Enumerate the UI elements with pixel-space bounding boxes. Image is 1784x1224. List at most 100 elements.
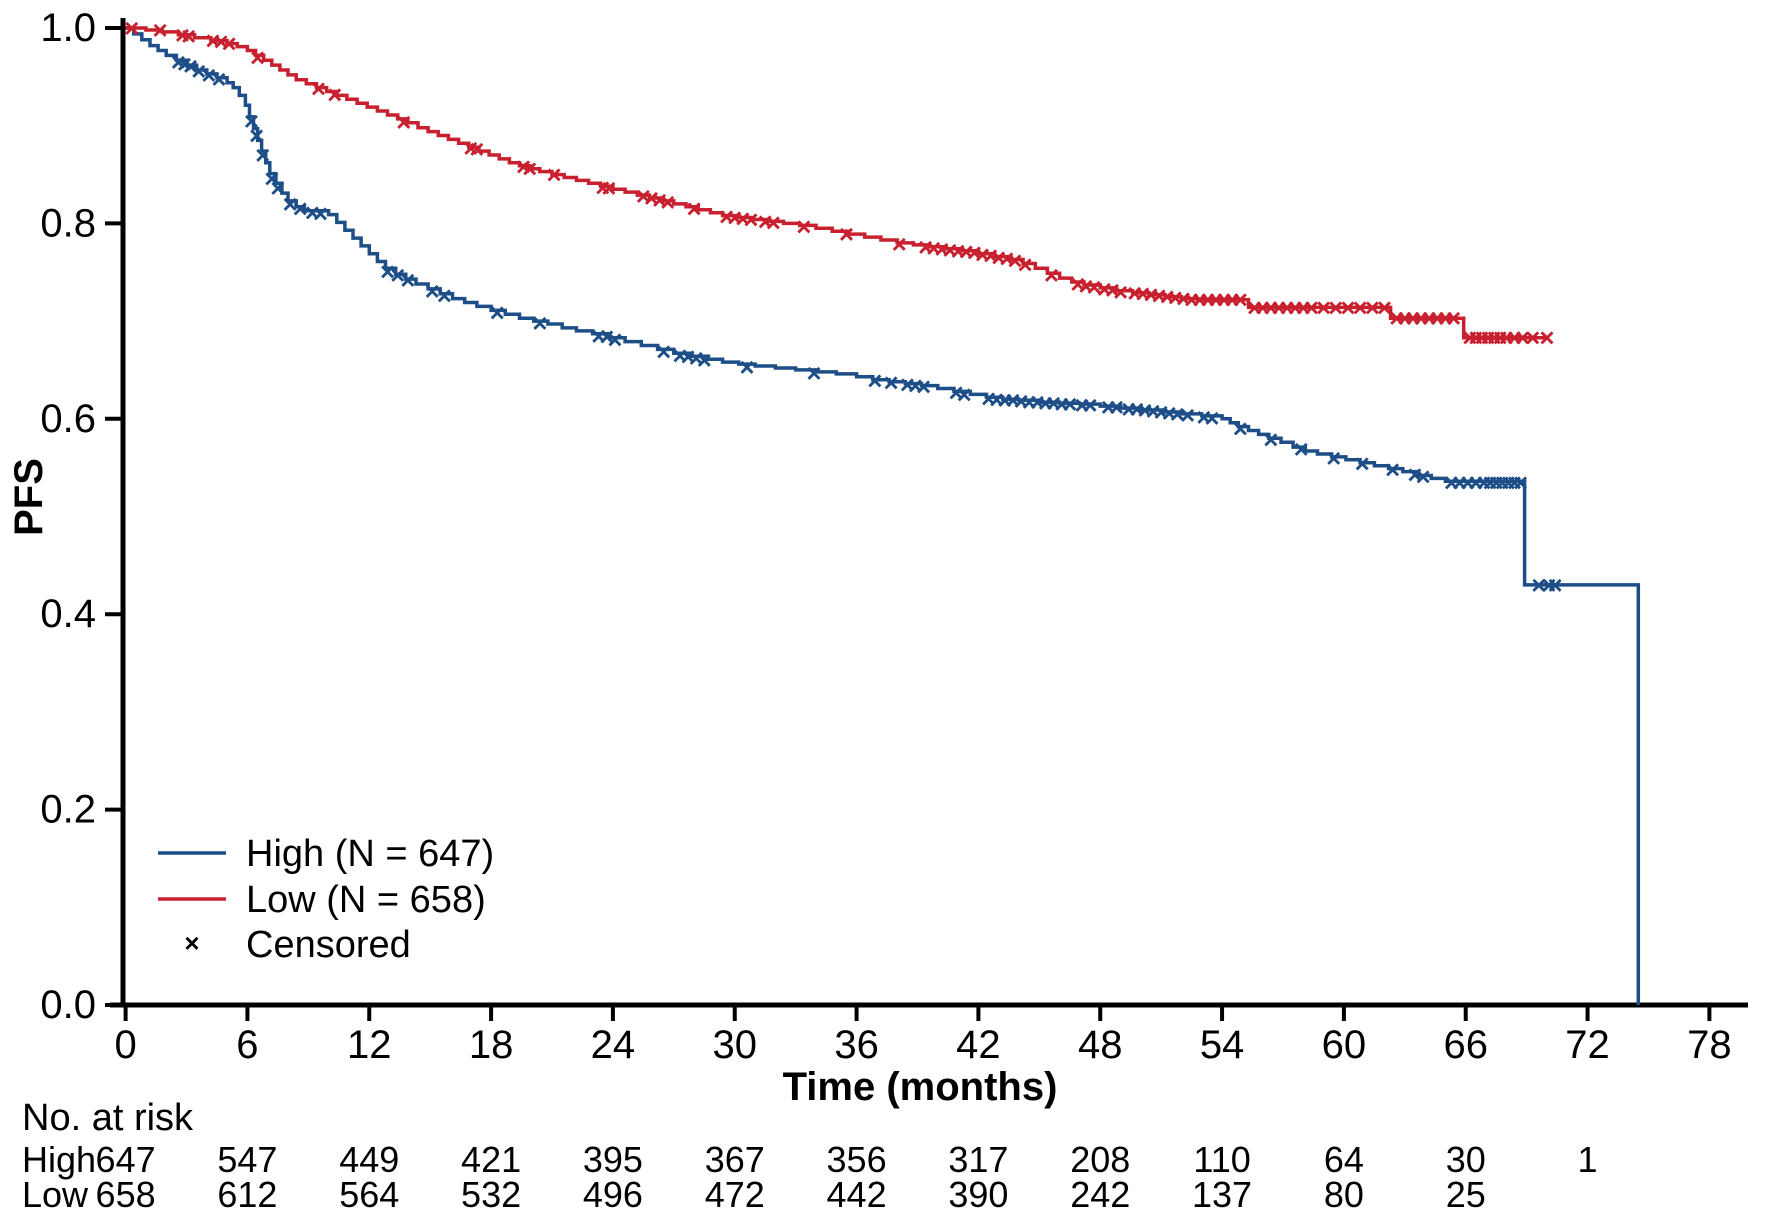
censor-mark-icon: × bbox=[1176, 284, 1191, 314]
legend-high-label: High (N = 647) bbox=[246, 833, 494, 875]
censor-mark-icon: × bbox=[1082, 390, 1097, 420]
censor-mark-icon: × bbox=[959, 237, 974, 267]
censor-mark-icon: × bbox=[1515, 323, 1530, 353]
censor-mark-icon: × bbox=[1547, 570, 1562, 600]
risk-count: 242 bbox=[1070, 1174, 1130, 1215]
censor-mark-icon: × bbox=[490, 297, 505, 327]
censor-mark-icon: × bbox=[1247, 292, 1262, 322]
censor-mark-icon: × bbox=[591, 321, 606, 351]
censor-mark-icon: × bbox=[1121, 394, 1136, 424]
censor-mark-icon: × bbox=[425, 276, 440, 306]
censor-mark-icon: × bbox=[1296, 292, 1311, 322]
censor-mark-icon: × bbox=[1200, 285, 1215, 315]
censor-mark-icon: × bbox=[967, 238, 982, 268]
censor-mark-icon: × bbox=[1271, 292, 1286, 322]
censor-mark-icon: × bbox=[1196, 402, 1211, 432]
censor-mark-icon: × bbox=[806, 358, 821, 388]
censor-mark-icon: × bbox=[1263, 292, 1278, 322]
censor-mark-icon: × bbox=[1501, 467, 1516, 497]
censor-mark-icon: × bbox=[1483, 467, 1498, 497]
censor-mark-icon: × bbox=[311, 74, 326, 104]
censor-mark-icon: × bbox=[1113, 277, 1128, 307]
censor-mark-icon: × bbox=[1013, 386, 1028, 416]
censor-mark-icon: × bbox=[1487, 323, 1502, 353]
censor-mark-icon: × bbox=[313, 199, 328, 229]
censor-mark-icon: × bbox=[697, 345, 712, 375]
censor-mark-icon: × bbox=[1018, 249, 1033, 279]
censor-mark-icon: × bbox=[1385, 455, 1400, 485]
censor-mark-icon: × bbox=[327, 79, 342, 109]
censor-mark-icon: × bbox=[1415, 461, 1430, 491]
censor-mark-icon: × bbox=[1137, 395, 1152, 425]
risk-count: 612 bbox=[217, 1174, 277, 1215]
censor-mark-icon: × bbox=[758, 206, 773, 236]
censor-mark-icon: × bbox=[916, 372, 931, 402]
censor-mark-icon: × bbox=[727, 203, 742, 233]
x-tick-label: 18 bbox=[469, 1023, 514, 1067]
censor-mark-icon: × bbox=[1097, 274, 1112, 304]
censor-mark-icon: × bbox=[305, 198, 320, 228]
censor-mark-icon: × bbox=[743, 204, 758, 234]
censor-mark-icon: × bbox=[867, 366, 882, 396]
censor-mark-icon: × bbox=[1109, 392, 1124, 422]
censor-mark-icon: × bbox=[739, 352, 754, 382]
censor-mark-icon: × bbox=[644, 183, 659, 213]
risk-count: 367 bbox=[705, 1139, 765, 1180]
censor-mark-icon: × bbox=[1005, 385, 1020, 415]
risk-count: 80 bbox=[1324, 1174, 1364, 1215]
censor-mark-icon: × bbox=[463, 133, 478, 163]
censor-mark-icon: × bbox=[796, 211, 811, 241]
x-tick-label: 66 bbox=[1443, 1023, 1488, 1067]
censor-mark-icon: × bbox=[934, 234, 949, 264]
censor-mark-icon: × bbox=[1233, 414, 1248, 444]
censor-mark-icon: × bbox=[1476, 467, 1491, 497]
censor-mark-icon: × bbox=[957, 379, 972, 409]
censor-mark-icon: × bbox=[1054, 389, 1069, 419]
censor-mark-icon: × bbox=[1397, 303, 1412, 333]
censor-mark-icon: × bbox=[1474, 323, 1489, 353]
censor-mark-icon: × bbox=[532, 308, 547, 338]
censor-mark-icon: × bbox=[1145, 396, 1160, 426]
y-tick-label: 0.0 bbox=[40, 983, 96, 1027]
censor-mark-icon: × bbox=[213, 27, 228, 57]
censor-mark-icon: × bbox=[1074, 390, 1089, 420]
risk-table-numbers: 647 547 449 421 395 367 356 317 208 110 64 30 1 658 61… bbox=[96, 1139, 1598, 1215]
censor-mark-icon: × bbox=[689, 343, 704, 373]
censor-mark-icon: × bbox=[380, 256, 395, 286]
censor-mark-icon: × bbox=[1444, 467, 1459, 497]
risk-count: 421 bbox=[461, 1139, 521, 1180]
x-tick-label: 78 bbox=[1687, 1023, 1732, 1067]
censor-mark-icon: × bbox=[636, 181, 651, 211]
y-tick-label: 0.6 bbox=[40, 397, 96, 441]
censor-mark-icon: × bbox=[1162, 398, 1177, 428]
censor-mark-icon: × bbox=[522, 154, 537, 184]
censor-mark-icon: × bbox=[652, 185, 667, 215]
censor-mark-icon: × bbox=[1353, 292, 1368, 322]
censor-mark-icon: × bbox=[1438, 303, 1453, 333]
censor-mark-icon: × bbox=[687, 194, 702, 224]
censor-mark-icon: × bbox=[183, 51, 198, 81]
censor-mark-icon: × bbox=[948, 377, 963, 407]
censor-mark-icon: × bbox=[1143, 280, 1158, 310]
censor-mark-icon: × bbox=[1513, 467, 1528, 497]
censor-mark-icon: × bbox=[918, 232, 933, 262]
censor-mark-icon: × bbox=[1531, 570, 1546, 600]
censor-mark-icon: × bbox=[1316, 292, 1331, 322]
censor-mark-icon: × bbox=[660, 187, 675, 217]
censor-mark-icon: × bbox=[175, 20, 190, 50]
censor-mark-icon: × bbox=[1225, 285, 1240, 315]
censor-mark-icon: × bbox=[1046, 388, 1061, 418]
censor-mark-icon: × bbox=[255, 140, 270, 170]
censor-mark-icon: × bbox=[1288, 292, 1303, 322]
risk-count: 137 bbox=[1192, 1174, 1252, 1215]
x-tick-label: 42 bbox=[956, 1023, 1001, 1067]
censor-mark-icon: × bbox=[222, 29, 237, 59]
censor-mark-icon: × bbox=[282, 189, 297, 219]
censor-mark-icon: × bbox=[1355, 449, 1370, 479]
censor-mark-icon: × bbox=[656, 336, 671, 366]
censor-mark-icon: × bbox=[396, 107, 411, 137]
censor-mark-icon: × bbox=[595, 172, 610, 202]
censor-mark-icon: × bbox=[244, 106, 259, 136]
censor-mark-icon: × bbox=[900, 370, 915, 400]
